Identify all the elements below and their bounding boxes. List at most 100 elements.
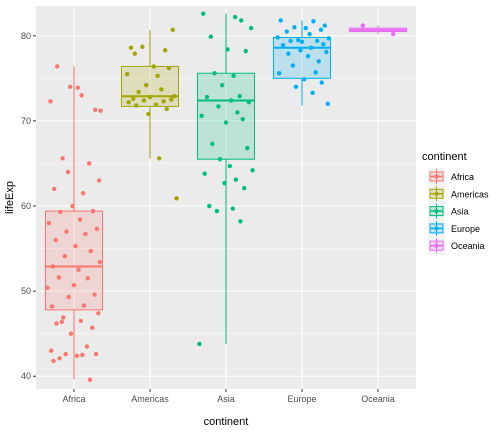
data-point <box>132 51 137 56</box>
data-point <box>66 294 71 300</box>
data-point <box>155 73 160 78</box>
data-point <box>169 97 174 102</box>
x-axis-title: continent <box>204 416 249 428</box>
data-point <box>64 229 69 234</box>
data-point <box>293 84 299 90</box>
data-point <box>80 352 85 358</box>
data-point <box>53 237 58 243</box>
data-point <box>248 25 254 31</box>
data-point <box>321 42 326 47</box>
data-point <box>286 51 291 56</box>
data-point <box>280 42 286 48</box>
data-point <box>208 34 213 39</box>
data-point <box>172 94 177 99</box>
data-point <box>201 11 206 16</box>
data-point <box>98 108 103 113</box>
y-axis: 40 50 60 70 80 <box>21 31 36 381</box>
data-point <box>299 39 305 44</box>
data-point <box>50 264 55 269</box>
data-point <box>303 25 308 31</box>
data-point <box>202 171 207 176</box>
data-point <box>84 344 90 349</box>
data-point <box>210 141 215 147</box>
data-point <box>237 94 242 99</box>
data-point <box>284 29 289 34</box>
data-point <box>220 82 225 88</box>
data-point <box>144 82 149 88</box>
data-point <box>52 186 57 192</box>
legend-label: Oceania <box>451 241 485 251</box>
data-point <box>85 276 90 281</box>
data-point <box>147 94 153 100</box>
data-point <box>288 38 293 44</box>
data-point <box>324 49 329 55</box>
data-point <box>45 285 50 290</box>
box-oceania <box>349 25 407 35</box>
data-point <box>136 89 141 95</box>
data-point <box>93 107 98 113</box>
data-point <box>222 180 227 186</box>
legend-title: continent <box>422 151 467 163</box>
data-point <box>326 36 331 41</box>
y-tick-label: 50 <box>21 286 31 296</box>
data-point <box>229 98 234 103</box>
x-tick-label: Asia <box>217 394 235 404</box>
y-tick-label: 60 <box>21 201 31 211</box>
data-point <box>238 219 243 224</box>
data-point <box>125 71 130 77</box>
legend-key-africa <box>428 168 445 185</box>
data-point <box>161 99 166 104</box>
data-point <box>163 48 168 53</box>
data-point <box>242 185 247 191</box>
data-point <box>278 18 283 23</box>
legend-key-point <box>434 191 439 196</box>
legend-label: Africa <box>451 172 474 182</box>
data-point <box>87 377 93 382</box>
data-point <box>360 23 365 28</box>
box-body <box>197 72 255 160</box>
data-point <box>275 35 280 40</box>
data-point <box>292 25 297 30</box>
box-americas <box>121 29 179 159</box>
data-point <box>75 85 81 90</box>
data-point <box>243 48 248 54</box>
data-point <box>46 220 52 226</box>
data-point <box>319 80 324 85</box>
data-point <box>77 217 83 222</box>
data-point <box>49 304 55 309</box>
data-point <box>93 351 99 357</box>
data-point <box>131 96 136 101</box>
data-point <box>96 311 101 316</box>
data-point <box>296 37 301 43</box>
data-point <box>55 64 60 69</box>
data-point <box>322 23 327 28</box>
data-point <box>302 76 307 82</box>
y-tick-label: 40 <box>21 371 31 381</box>
data-point <box>60 156 65 161</box>
data-point <box>316 59 321 64</box>
data-point <box>96 178 102 183</box>
data-point <box>207 203 212 209</box>
data-point <box>311 19 316 24</box>
data-point <box>141 98 147 103</box>
data-point <box>204 94 210 100</box>
data-point <box>233 177 239 182</box>
data-point <box>59 319 65 324</box>
data-point <box>58 209 63 215</box>
data-point <box>68 84 73 90</box>
data-point <box>51 358 56 364</box>
legend-label: Americas <box>451 189 489 199</box>
data-point <box>49 348 54 353</box>
legend-key-point <box>434 226 439 231</box>
box-body <box>121 65 179 107</box>
data-point <box>79 93 84 98</box>
data-point <box>391 31 396 37</box>
data-point <box>235 110 240 115</box>
data-point <box>126 99 131 105</box>
data-point <box>54 321 59 326</box>
data-point <box>245 145 250 151</box>
data-point <box>83 231 88 237</box>
data-point <box>232 14 238 20</box>
data-point <box>151 64 156 69</box>
data-point <box>298 48 303 53</box>
